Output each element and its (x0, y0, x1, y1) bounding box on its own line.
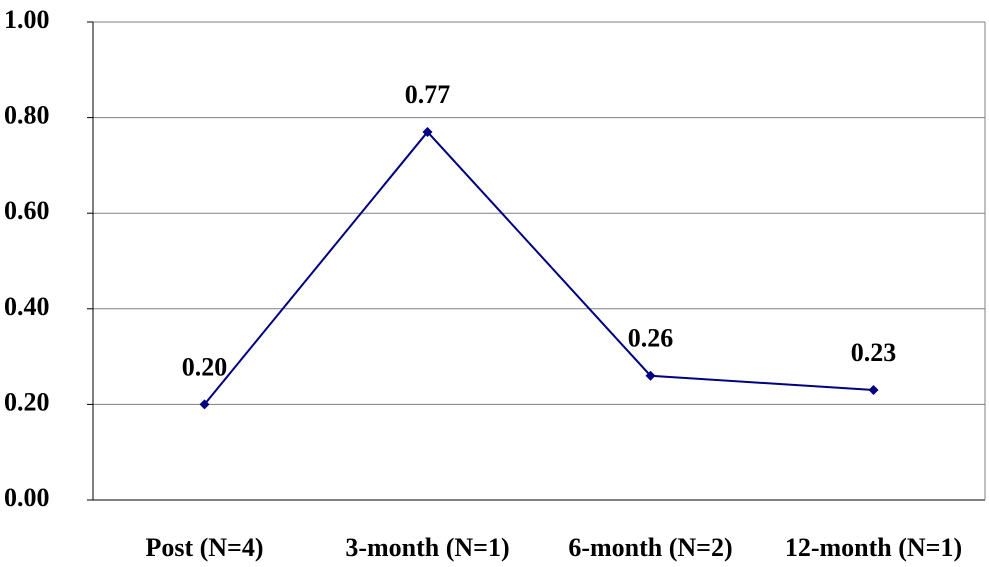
data-label: 0.23 (851, 338, 897, 367)
x-tick-label: 12-month (N=1) (785, 533, 962, 562)
data-point (199, 399, 210, 410)
data-point (868, 385, 879, 396)
x-tick-label: Post (N=4) (145, 533, 263, 562)
data-point (645, 370, 656, 381)
data-label: 0.26 (628, 324, 674, 353)
x-tick-label: 6-month (N=2) (568, 533, 732, 562)
data-point (422, 126, 433, 137)
y-tick-label: 0.40 (4, 292, 50, 321)
y-tick-label: 0.20 (4, 387, 50, 416)
data-label: 0.20 (182, 352, 228, 381)
y-tick-label: 0.60 (4, 196, 50, 225)
series-line (203, 130, 874, 406)
y-tick-label: 1.00 (4, 5, 50, 34)
data-label: 0.77 (405, 80, 451, 109)
x-tick-label: 3-month (N=1) (345, 533, 509, 562)
y-tick-label: 0.80 (4, 101, 50, 130)
y-tick-label: 0.00 (4, 483, 50, 512)
